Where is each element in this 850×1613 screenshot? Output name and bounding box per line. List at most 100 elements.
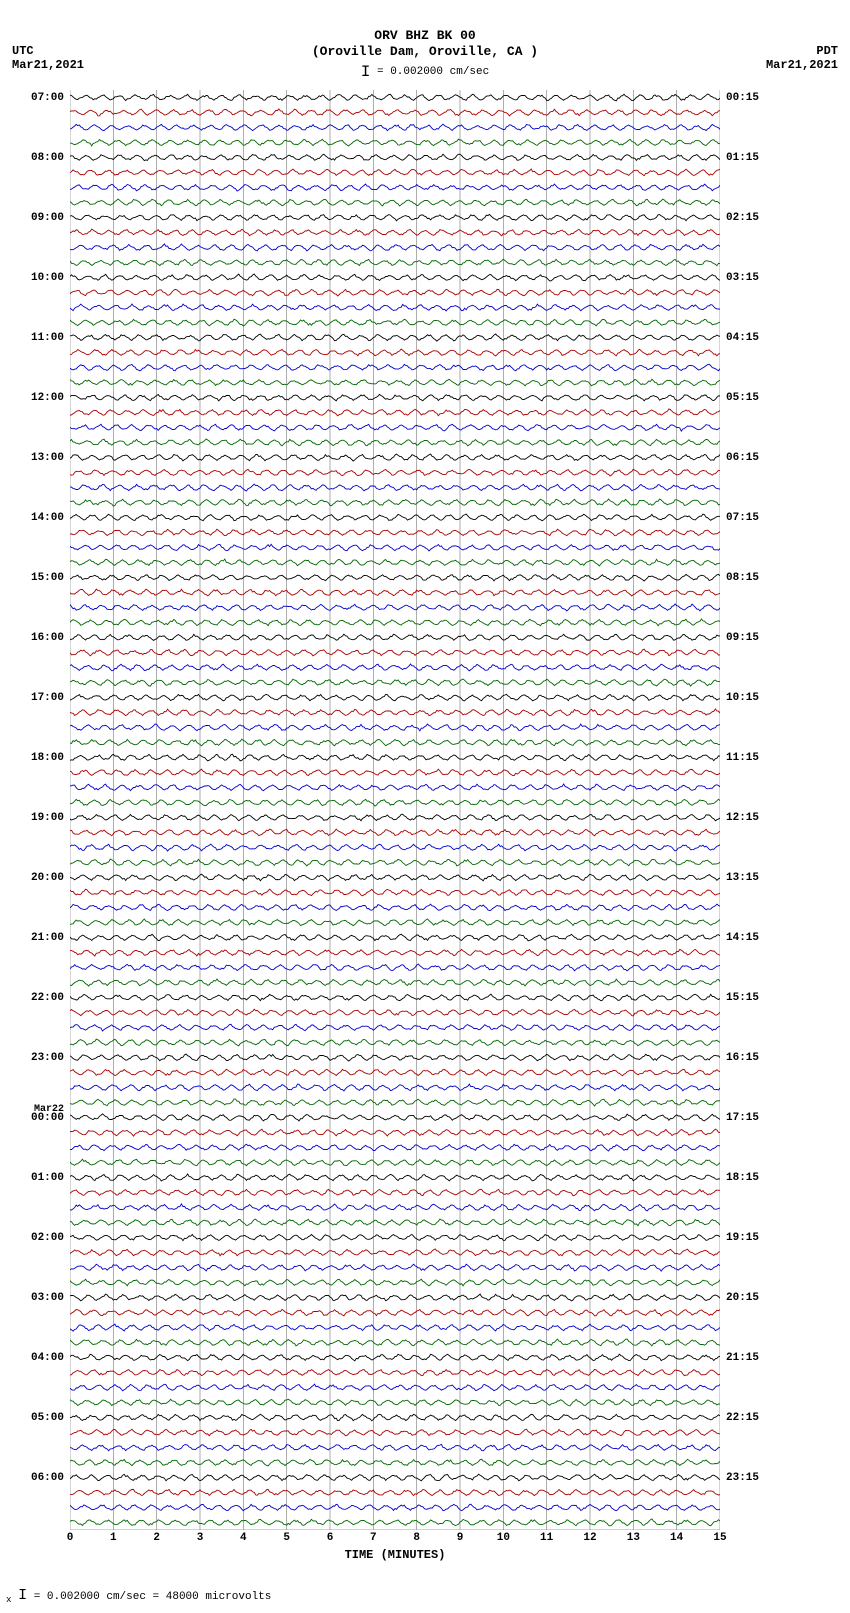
seismic-trace <box>70 319 720 326</box>
x-tick-label: 4 <box>240 1532 247 1544</box>
seismic-trace <box>70 604 720 611</box>
seismic-trace <box>70 1429 720 1436</box>
seismic-trace <box>70 574 720 581</box>
utc-hour-label: 01:00 <box>0 1172 64 1184</box>
utc-hour-label: 02:00 <box>0 1232 64 1244</box>
seismic-trace <box>70 454 720 461</box>
utc-hour-label: 16:00 <box>0 632 64 644</box>
seismic-trace <box>70 169 720 176</box>
seismic-trace <box>70 1054 720 1061</box>
pdt-hour-label: 12:15 <box>726 812 786 824</box>
seismic-trace <box>70 649 720 656</box>
seismic-trace <box>70 1369 720 1375</box>
seismic-trace <box>70 904 720 911</box>
tz-right-block: PDT Mar21,2021 <box>766 44 838 72</box>
x-tick-label: 2 <box>153 1532 160 1544</box>
seismic-trace <box>70 1504 720 1511</box>
seismic-trace <box>70 1099 720 1106</box>
pdt-hour-label: 04:15 <box>726 332 786 344</box>
seismic-trace <box>70 949 720 956</box>
seismic-trace <box>70 709 720 716</box>
pdt-hour-label: 07:15 <box>726 512 786 524</box>
utc-hour-label: 03:00 <box>0 1292 64 1304</box>
x-tick-label: 15 <box>713 1532 726 1544</box>
seismic-trace <box>70 1519 720 1526</box>
seismic-trace <box>70 964 720 971</box>
seismic-trace <box>70 784 720 791</box>
utc-hour-label: 15:00 <box>0 572 64 584</box>
utc-hour-label: 14:00 <box>0 512 64 524</box>
utc-hour-label: 11:00 <box>0 332 64 344</box>
utc-hour-label: 05:00 <box>0 1412 64 1424</box>
seismic-trace <box>70 1339 720 1346</box>
pdt-hour-label: 02:15 <box>726 212 786 224</box>
seismic-trace <box>70 244 720 251</box>
tz-right-date: Mar21,2021 <box>766 58 838 72</box>
utc-hour-label: 06:00 <box>0 1472 64 1484</box>
seismic-trace <box>70 229 720 236</box>
seismic-trace <box>70 1114 720 1121</box>
x-tick-label: 9 <box>457 1532 464 1544</box>
utc-hour-label: 07:00 <box>0 92 64 104</box>
pdt-hour-label: 08:15 <box>726 572 786 584</box>
seismic-trace <box>70 1009 720 1016</box>
seismic-trace <box>70 409 720 416</box>
seismic-trace <box>70 1354 720 1361</box>
station-code: ORV BHZ BK 00 <box>0 28 850 44</box>
pdt-hour-label: 01:15 <box>726 152 786 164</box>
pdt-hour-label: 11:15 <box>726 752 786 764</box>
seismic-trace <box>70 754 720 761</box>
seismic-trace <box>70 634 720 640</box>
seismic-trace <box>70 1399 720 1406</box>
pdt-hour-label: 19:15 <box>726 1232 786 1244</box>
seismic-trace <box>70 1444 720 1451</box>
pdt-hour-label: 21:15 <box>726 1352 786 1364</box>
seismic-trace <box>70 1279 720 1286</box>
seismic-trace <box>70 1039 720 1046</box>
seismic-trace <box>70 289 720 296</box>
x-tick-label: 3 <box>197 1532 204 1544</box>
utc-hour-label: 19:00 <box>0 812 64 824</box>
utc-hour-label: 08:00 <box>0 152 64 164</box>
seismic-trace <box>70 799 720 806</box>
x-tick-label: 14 <box>670 1532 683 1544</box>
seismic-trace <box>70 349 720 356</box>
seismic-trace <box>70 334 720 341</box>
seismic-trace <box>70 1129 720 1136</box>
seismic-trace <box>70 919 720 926</box>
seismic-trace <box>70 874 720 881</box>
seismic-trace <box>70 1474 720 1481</box>
pdt-hour-label: 05:15 <box>726 392 786 404</box>
utc-hour-label: 04:00 <box>0 1352 64 1364</box>
seismic-trace <box>70 364 720 371</box>
seismic-trace <box>70 979 720 986</box>
seismic-trace <box>70 1189 720 1195</box>
header: ORV BHZ BK 00 (Oroville Dam, Oroville, C… <box>0 0 850 59</box>
seismic-trace <box>70 1324 720 1331</box>
x-tick-label: 12 <box>583 1532 596 1544</box>
tz-left-label: UTC <box>12 44 84 58</box>
tz-left-date: Mar21,2021 <box>12 58 84 72</box>
seismic-trace <box>70 814 720 821</box>
utc-hour-label: 21:00 <box>0 932 64 944</box>
pdt-hour-label: 06:15 <box>726 452 786 464</box>
seismic-trace <box>70 394 720 401</box>
seismic-trace <box>70 274 720 281</box>
seismic-trace <box>70 1069 720 1076</box>
x-tick-label: 0 <box>67 1532 74 1544</box>
scale-note: I = 0.002000 cm/sec <box>0 61 850 79</box>
utc-hour-label: 23:00 <box>0 1052 64 1064</box>
seismic-trace <box>70 1159 720 1166</box>
midnight-marker: Mar22 <box>0 1104 64 1115</box>
seismic-trace <box>70 1204 720 1211</box>
seismic-trace <box>70 139 720 146</box>
seismic-trace <box>70 1309 720 1316</box>
x-tick-label: 5 <box>283 1532 290 1544</box>
seismic-trace <box>70 1294 720 1301</box>
seismic-trace <box>70 769 720 776</box>
x-tick-label: 10 <box>497 1532 510 1544</box>
utc-hour-label: 09:00 <box>0 212 64 224</box>
seismic-trace <box>70 544 720 551</box>
pdt-hour-label: 18:15 <box>726 1172 786 1184</box>
seismogram-page: UTC Mar21,2021 PDT Mar21,2021 ORV BHZ BK… <box>0 0 850 1613</box>
